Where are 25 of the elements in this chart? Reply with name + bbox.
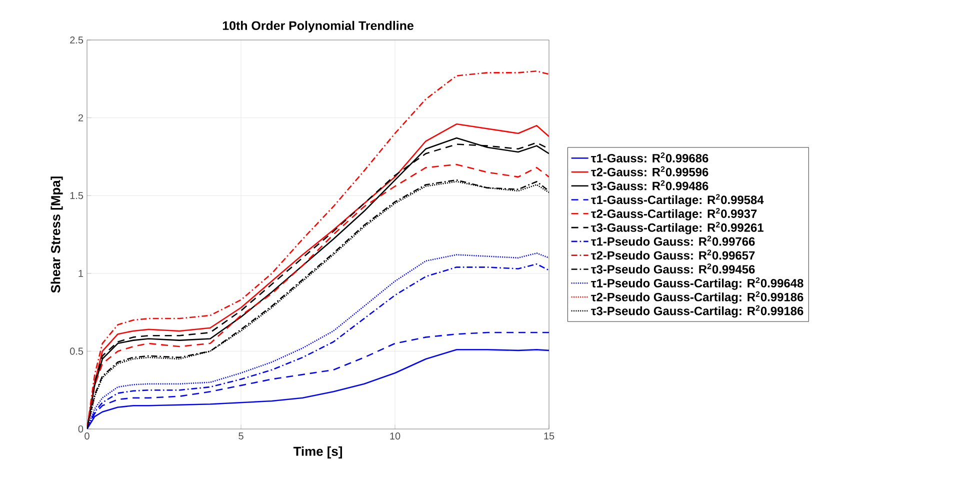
y-tick-label: 0.5 [70,348,84,355]
x-axis-title: Time [s] [293,446,342,458]
x-tick-label: 15 [544,432,554,440]
x-tick-label: 10 [390,432,400,440]
legend-label: τ2-Gauss: R$^{2}$0.99596 [591,166,708,176]
y-tick-label: 1 [78,270,83,277]
legend-label: τ1-Gauss-Cartilage: R$^{2}$0.99584 [591,194,764,207]
legend-label: τ3-Gauss: R$^{2}$0.99486 [591,180,708,190]
chart-title: 10th Order Polynomial Trendline [222,20,414,32]
legend-label: τ2-Pseudo Gauss-Cartilag: R$^{2}$0.99186 [591,291,804,304]
legend-label: τ2-Gauss-Cartilage: R$^{2}$0.9937 [591,208,757,220]
legend-label: τ1-Pseudo Gauss: R$^{2}$0.99766 [591,236,755,246]
y-tick-label: 2 [78,114,83,122]
legend-label: τ1-Pseudo Gauss-Cartilag: R$^{2}$0.99648 [591,277,804,290]
legend-label: τ3-Gauss-Cartilage: R$^{2}$0.99261 [591,222,764,234]
legend-label: τ3-Pseudo Gauss: R$^{2}$0.99456 [591,264,755,274]
y-tick-label: 0 [78,425,84,433]
y-tick-label: 2.5 [70,36,84,44]
legend-label: τ3-Pseudo Gauss-Cartilag: R$^{2}$0.99186 [591,305,804,318]
y-axis-title: Shear Stress [Mpa] [50,176,63,293]
legend-label: τ1-Gauss: R$^{2}$0.99686 [591,152,708,162]
x-tick-label: 5 [238,432,244,440]
legend-label: τ2-Pseudo Gauss: R$^{2}$0.99657 [591,250,755,260]
x-tick-label: 0 [84,432,90,440]
y-tick-label: 1.5 [70,192,84,200]
